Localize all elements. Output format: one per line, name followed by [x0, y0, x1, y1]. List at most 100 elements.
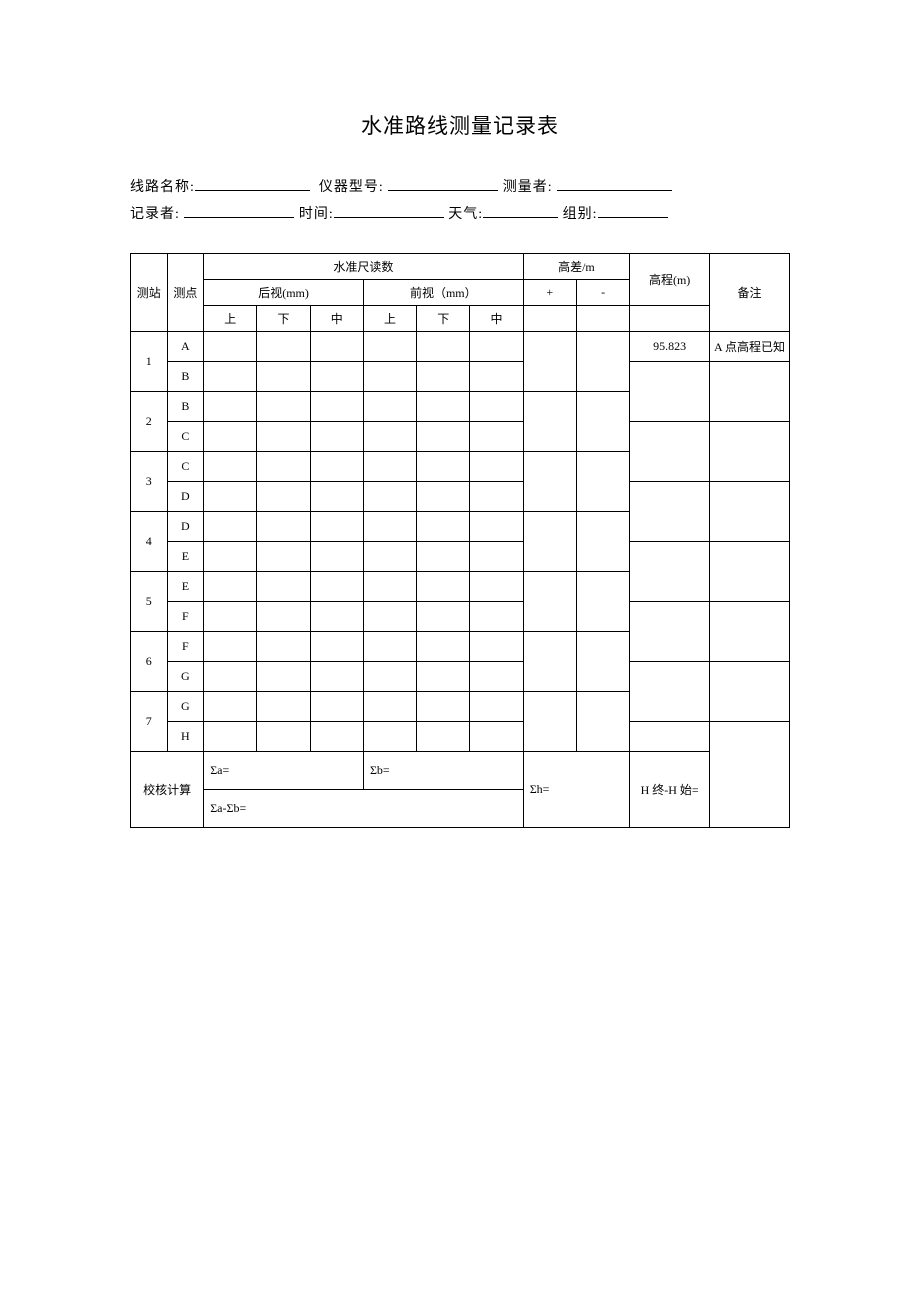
cell-point: E: [167, 542, 204, 572]
cell-elevation: [630, 422, 710, 482]
cell-station: 7: [131, 692, 168, 752]
cell: [310, 512, 363, 542]
cell-elevation: [630, 602, 710, 662]
cell-point: F: [167, 602, 204, 632]
cell: [417, 662, 470, 692]
cell-point: G: [167, 692, 204, 722]
cell: [363, 392, 416, 422]
cell-elevation: [630, 662, 710, 722]
cell-point: B: [167, 392, 204, 422]
cell: [363, 662, 416, 692]
cell: [204, 572, 257, 602]
header-elev-sub: [630, 306, 710, 332]
cell: [470, 602, 523, 632]
survey-table: 测站 测点 水准尺读数 高差/m 高程(m) 备注 后视(mm) 前视（mm） …: [130, 253, 790, 828]
cell: [204, 692, 257, 722]
cell: [204, 632, 257, 662]
footer-h-diff: H 终-H 始=: [630, 752, 710, 828]
cell-point: F: [167, 632, 204, 662]
cell: [204, 512, 257, 542]
cell: [204, 392, 257, 422]
cell-remark: [710, 662, 790, 722]
cell: [257, 632, 310, 662]
cell: [470, 512, 523, 542]
header-backsight: 后视(mm): [204, 280, 364, 306]
cell: [417, 422, 470, 452]
cell: [257, 392, 310, 422]
cell: [310, 602, 363, 632]
footer-sigma-ab: Σa-Σb=: [204, 790, 524, 828]
cell-point: D: [167, 512, 204, 542]
cell-remark: [710, 542, 790, 602]
cell-remark: [710, 602, 790, 662]
cell-diff-minus: [576, 692, 629, 752]
cell-remark: [710, 362, 790, 422]
cell-point: C: [167, 422, 204, 452]
footer-check: 校核计算: [131, 752, 204, 828]
cell: [257, 512, 310, 542]
cell-diff-plus: [523, 512, 576, 572]
cell: [417, 632, 470, 662]
cell-remark: [710, 722, 790, 828]
document-title: 水准路线测量记录表: [130, 110, 790, 140]
cell: [470, 362, 523, 392]
meta-row-2: 记录者: 时间: 天气: 组别:: [130, 202, 790, 229]
cell-station: 5: [131, 572, 168, 632]
cell: [470, 662, 523, 692]
cell: [417, 602, 470, 632]
cell: [257, 542, 310, 572]
footer-sigma-h: Σh=: [523, 752, 630, 828]
footer-sigma-b: Σb=: [363, 752, 523, 790]
label-time: 时间:: [299, 207, 334, 222]
cell: [363, 332, 416, 362]
cell-point: G: [167, 662, 204, 692]
label-route-name: 线路名称:: [130, 180, 195, 195]
header-remark: 备注: [710, 254, 790, 332]
cell: [470, 632, 523, 662]
cell-point: C: [167, 452, 204, 482]
label-weather: 天气:: [448, 207, 483, 222]
footer-sigma-a: Σa=: [204, 752, 364, 790]
cell-diff-plus: [523, 392, 576, 452]
header-bs-up: 上: [204, 306, 257, 332]
cell: [417, 722, 470, 752]
cell: [363, 482, 416, 512]
header-fs-mid: 中: [470, 306, 523, 332]
cell: [310, 332, 363, 362]
cell-diff-plus: [523, 632, 576, 692]
cell: [310, 362, 363, 392]
cell: [204, 662, 257, 692]
cell: [470, 452, 523, 482]
cell: [363, 452, 416, 482]
cell-diff-minus: [576, 452, 629, 512]
cell-station: 3: [131, 452, 168, 512]
cell: [363, 722, 416, 752]
cell-diff-plus: [523, 452, 576, 512]
cell-point: D: [167, 482, 204, 512]
cell: [470, 422, 523, 452]
cell: [470, 392, 523, 422]
cell: [417, 392, 470, 422]
cell: [470, 482, 523, 512]
cell-diff-minus: [576, 572, 629, 632]
cell: [204, 452, 257, 482]
cell: [417, 572, 470, 602]
cell: [363, 422, 416, 452]
cell: [310, 482, 363, 512]
header-foresight: 前视（mm）: [363, 280, 523, 306]
cell: [257, 332, 310, 362]
cell: [417, 692, 470, 722]
cell: [363, 362, 416, 392]
header-plus: +: [523, 280, 576, 306]
cell: [363, 692, 416, 722]
cell: [417, 332, 470, 362]
cell-elevation: [630, 362, 710, 422]
header-minus: -: [576, 280, 629, 306]
cell-station: 1: [131, 332, 168, 392]
cell-diff-minus: [576, 512, 629, 572]
cell: [257, 452, 310, 482]
cell: [363, 542, 416, 572]
cell: [417, 362, 470, 392]
cell: [257, 572, 310, 602]
meta-row-1: 线路名称: 仪器型号: 测量者:: [130, 175, 790, 202]
